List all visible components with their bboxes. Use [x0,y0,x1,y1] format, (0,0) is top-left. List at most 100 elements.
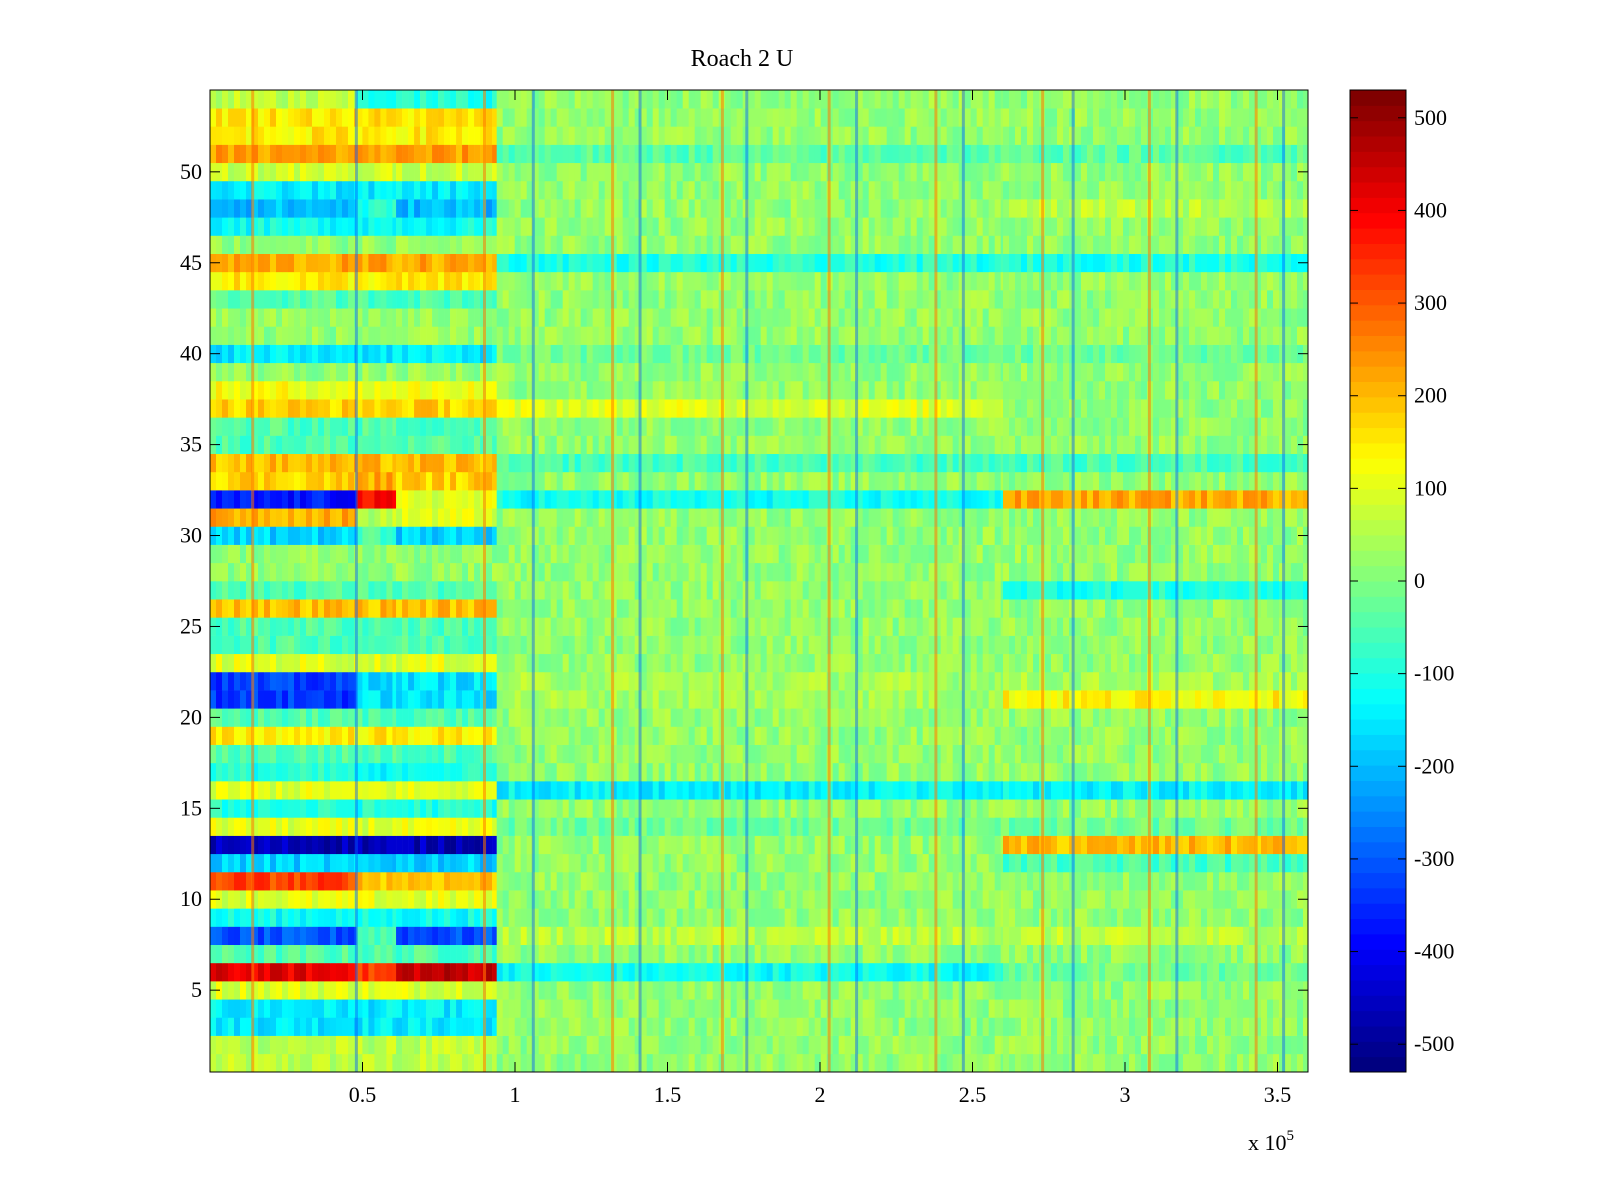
heatmap-cell [634,690,641,709]
heatmap-cell [964,762,971,782]
heatmap-cell [234,708,241,727]
heatmap-cell [868,1053,875,1073]
heatmap-cell [1243,726,1250,745]
heatmap-cell [940,726,947,745]
heatmap-cell [520,599,527,618]
heatmap-cell [1279,962,1286,982]
heatmap-cell [1063,581,1070,600]
heatmap-cell [1057,926,1064,946]
heatmap-cell [646,890,653,909]
heatmap-cell [420,1053,427,1073]
heatmap-cell [688,853,695,873]
heatmap-cell [456,781,463,800]
heatmap-cell [538,853,545,873]
heatmap-cell [414,890,421,909]
heatmap-cell [916,635,923,655]
heatmap-cell [468,853,475,873]
heatmap-cell [628,744,635,764]
heatmap-cell [544,617,551,636]
heatmap-cell [556,817,563,836]
heatmap-cell [1261,981,1268,1000]
heatmap-cell [496,817,503,836]
heatmap-cell [380,708,387,727]
heatmap-cell [1141,871,1148,891]
heatmap-cell [988,617,995,636]
heatmap-cell [892,962,899,982]
heatmap-cell [952,744,959,764]
heatmap-cell [1045,835,1052,855]
heatmap-cell [216,926,223,946]
heatmap-cell [1129,653,1136,673]
heatmap-cell [1015,799,1022,818]
heatmap-cell [868,999,875,1018]
heatmap-cell [982,853,989,873]
heatmap-cell [1051,599,1058,618]
heatmap-cell [362,744,369,764]
heatmap-cell [568,871,575,891]
heatmap-cell [700,581,707,600]
heatmap-cell [676,999,683,1018]
heatmap-cell [1057,1017,1064,1036]
heatmap-cell [354,981,357,1000]
heatmap-cell [1105,853,1112,873]
heatmap-cell [222,708,229,727]
heatmap-cell [946,890,953,909]
heatmap-cell [456,908,463,927]
heatmap-cell [240,781,247,800]
heatmap-cell [270,1053,277,1073]
heatmap-cell [1177,944,1184,964]
heatmap-cell [1075,671,1082,691]
heatmap-cell [676,926,683,946]
heatmap-cell [1015,962,1022,982]
heatmap-cell [258,817,265,836]
heatmap-cell [474,817,481,836]
heatmap-cell [228,635,235,655]
heatmap-cell [486,835,493,855]
heatmap-cell [706,671,713,691]
heatmap-cell [324,762,331,782]
heatmap-cell [898,981,905,1000]
heatmap-cell [562,744,569,764]
heatmap-cell [1261,726,1268,745]
heatmap-cell [258,1017,265,1036]
heatmap-cell [1105,1017,1112,1036]
heatmap-cell [318,671,325,691]
heatmap-cell [922,962,929,982]
heatmap-cell [832,1017,839,1036]
heatmap-cell [640,962,647,982]
heatmap-cell [1051,581,1058,600]
heatmap-cell [832,944,839,964]
heatmap-cell [730,581,737,600]
heatmap-cell [396,726,403,745]
heatmap-cell [688,908,695,927]
heatmap-cell [676,762,683,782]
heatmap-cell [1033,817,1040,836]
heatmap-cell [856,799,863,818]
heatmap-cell [604,671,611,691]
heatmap-cell [1135,908,1142,927]
heatmap-cell [492,1053,497,1073]
heatmap-cell [318,817,325,836]
heatmap-cell [234,981,241,1000]
heatmap-cell [1195,781,1202,800]
heatmap-cell [300,981,307,1000]
heatmap-cell [622,617,629,636]
heatmap-cell [970,999,977,1018]
heatmap-cell [1303,908,1309,927]
heatmap-cell [874,944,881,964]
heatmap-cell [426,853,433,873]
heatmap-cell [402,999,409,1018]
heatmap-cell [706,944,713,964]
heatmap-cell [240,726,247,745]
heatmap-cell [336,617,343,636]
heatmap-cell [1279,890,1286,909]
heatmap-cell [784,762,791,782]
heatmap-cell [1267,853,1274,873]
heatmap-cell [1105,671,1112,691]
heatmap-cell [210,744,217,764]
heatmap-cell [670,617,677,636]
heatmap-cell [468,671,475,691]
heatmap-cell [1213,853,1220,873]
heatmap-cell [1069,908,1076,927]
heatmap-cell [486,908,493,927]
